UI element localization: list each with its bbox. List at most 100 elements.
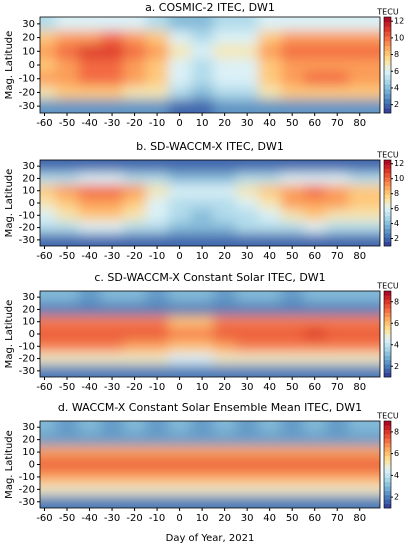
colorbar-step	[384, 364, 391, 369]
cell	[303, 160, 327, 173]
cell	[78, 196, 102, 210]
cell	[168, 327, 192, 341]
cell	[100, 58, 124, 73]
cell	[280, 445, 304, 459]
colorbar-tick-label: 2	[394, 100, 399, 109]
cell	[348, 495, 380, 508]
colorbar-label: TECU	[376, 8, 399, 17]
x-tick-label: -20	[126, 251, 142, 262]
cell	[190, 445, 214, 459]
cell	[40, 495, 57, 508]
x-tick-label: -30	[104, 513, 120, 524]
cell	[235, 58, 259, 73]
colorbar-step	[384, 21, 391, 27]
colorbar-tick-label: 6	[394, 449, 399, 458]
cell	[348, 58, 380, 73]
cell	[168, 495, 192, 508]
cell	[168, 44, 192, 59]
cell	[190, 30, 214, 45]
cell	[280, 30, 304, 45]
y-tick-label: 0	[29, 460, 35, 471]
cell	[168, 458, 192, 472]
colorbar-step	[384, 190, 391, 195]
colorbar-step	[384, 295, 391, 300]
colorbar-step	[384, 103, 391, 109]
cell	[55, 327, 79, 341]
x-tick-label: 50	[286, 251, 299, 262]
colorbar-step	[384, 198, 391, 204]
cell	[123, 58, 147, 73]
colorbar-step	[384, 329, 391, 335]
cell	[325, 445, 349, 459]
x-tick-label: 40	[263, 513, 276, 524]
y-tick-label: -20	[19, 223, 35, 234]
colorbar-tick-label: 8	[394, 427, 399, 436]
cell	[325, 421, 349, 434]
cell	[123, 364, 147, 377]
colorbar-tick-label: 8	[394, 189, 399, 198]
cell	[100, 445, 124, 459]
cell	[303, 196, 327, 210]
cell	[55, 352, 79, 366]
cell	[235, 458, 259, 472]
colorbar-step	[384, 342, 391, 348]
y-tick-label: 10	[22, 186, 35, 197]
cell	[213, 209, 237, 222]
y-tick-label: -20	[19, 354, 35, 365]
cell	[325, 340, 349, 353]
colorbar-step	[384, 477, 391, 483]
x-tick-label: -50	[59, 251, 75, 262]
cell	[78, 445, 102, 459]
cell	[258, 458, 282, 472]
cell	[348, 327, 380, 341]
cell	[100, 85, 124, 100]
colorbar-tick-label: 10	[394, 33, 404, 42]
cell	[40, 352, 57, 366]
cell	[235, 470, 259, 484]
cell	[213, 291, 237, 304]
x-tick-label: -50	[59, 513, 75, 524]
colorbar-step	[384, 228, 391, 234]
cell	[55, 458, 79, 472]
cell	[145, 196, 169, 210]
x-tick-label: 70	[331, 382, 344, 393]
cell	[280, 303, 304, 317]
cell	[213, 99, 237, 113]
cell	[123, 30, 147, 45]
cell	[190, 303, 214, 317]
cell	[213, 184, 237, 198]
cell	[55, 483, 79, 497]
cell	[55, 221, 79, 235]
cell	[235, 160, 259, 173]
cell	[325, 99, 349, 113]
cell	[258, 315, 282, 329]
cell	[303, 483, 327, 497]
cell	[78, 458, 102, 472]
x-tick-label: 30	[241, 118, 254, 129]
x-tick-label: 70	[331, 513, 344, 524]
cell	[78, 44, 102, 59]
cell	[55, 209, 79, 222]
cell	[40, 433, 57, 447]
colorbar-step	[384, 172, 391, 178]
y-tick-label: -10	[19, 341, 35, 352]
cell	[145, 315, 169, 329]
cell	[258, 364, 282, 377]
colorbar-tick-label: 4	[394, 340, 399, 349]
cell	[325, 209, 349, 222]
cell	[348, 421, 380, 434]
cell	[40, 99, 57, 113]
cell	[168, 172, 192, 186]
y-axis-label: Mag. Latitude	[4, 169, 15, 238]
cell	[168, 340, 192, 353]
cell	[100, 470, 124, 484]
colorbar-step	[384, 65, 391, 71]
cell	[348, 17, 380, 32]
cell	[235, 85, 259, 100]
x-tick-label: 80	[353, 118, 366, 129]
cell	[235, 99, 259, 113]
cell	[213, 71, 237, 87]
cell	[123, 303, 147, 317]
cell	[123, 233, 147, 246]
cell	[168, 209, 192, 222]
